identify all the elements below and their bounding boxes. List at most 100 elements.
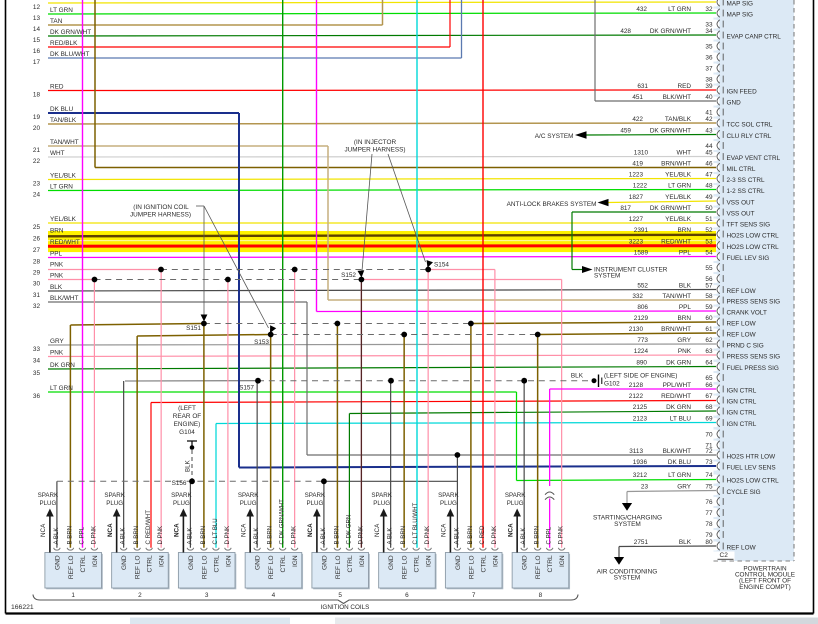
svg-text:BLK: BLK [571,373,584,380]
svg-text:32: 32 [33,303,41,310]
svg-text:75: 75 [705,484,713,491]
svg-text:NCA: NCA [240,523,247,537]
svg-text:IGN: IGN [226,555,233,567]
svg-text:S151: S151 [186,325,201,332]
svg-text:30: 30 [33,281,41,288]
svg-text:422: 422 [632,116,643,123]
svg-text:DK GRN: DK GRN [666,404,691,411]
svg-text:NCA: NCA [507,523,514,537]
svg-text:C PPL: C PPL [546,526,553,544]
svg-text:REF LOW: REF LOW [727,331,757,338]
svg-text:2128: 2128 [629,382,644,389]
svg-text:20: 20 [33,125,41,132]
svg-text:ENGINE): ENGINE) [174,421,201,428]
svg-text:STARTING/CHARGING: STARTING/CHARGING [593,515,662,522]
svg-text:BRN: BRN [678,227,692,234]
svg-text:IGN: IGN [359,555,366,567]
svg-text:46: 46 [705,161,713,168]
svg-text:D PNK: D PNK [90,526,97,545]
svg-text:REF LO: REF LO [402,555,409,579]
svg-text:CTRL: CTRL [547,555,554,573]
svg-text:332: 332 [632,293,643,300]
svg-text:CTRL: CTRL [481,555,488,573]
svg-text:(LEFT FRONT OF: (LEFT FRONT OF [739,578,791,585]
svg-text:TCC SOL CTRL: TCC SOL CTRL [727,121,773,128]
svg-text:FUEL LEV SIG: FUEL LEV SIG [727,255,770,262]
svg-text:31: 31 [705,0,713,2]
svg-text:2751: 2751 [634,539,649,546]
svg-text:3212: 3212 [633,472,648,479]
svg-text:3: 3 [205,592,209,599]
svg-text:72: 72 [705,448,713,455]
svg-text:CYCLE SIG: CYCLE SIG [727,489,761,496]
svg-text:TFT SENS SIG: TFT SENS SIG [727,221,771,228]
svg-text:HO2S LOW CTRL: HO2S LOW CTRL [727,477,780,484]
svg-text:PPL/WHT: PPL/WHT [663,382,692,389]
svg-text:37: 37 [705,66,713,73]
svg-text:FUEL LEV SENS: FUEL LEV SENS [727,464,776,471]
svg-text:42: 42 [705,116,713,123]
svg-text:LT GRN: LT GRN [668,183,691,190]
svg-text:49: 49 [705,194,713,201]
svg-text:REF LO: REF LO [202,555,209,579]
svg-text:LT GRN: LT GRN [50,184,73,191]
svg-text:A BLK: A BLK [387,528,394,545]
svg-text:ANTI-LOCK BRAKES SYSTEM: ANTI-LOCK BRAKES SYSTEM [507,201,597,208]
svg-text:806: 806 [637,304,648,311]
svg-text:40: 40 [705,94,713,101]
svg-text:IGN: IGN [493,555,500,567]
svg-text:C PPL: C PPL [78,526,85,544]
svg-text:IGN: IGN [426,555,433,567]
svg-text:23: 23 [641,484,649,491]
svg-text:RED/WHT: RED/WHT [661,393,691,400]
svg-text:REAR OF: REAR OF [173,413,202,420]
svg-text:773: 773 [637,337,648,344]
svg-text:PPL: PPL [679,250,692,257]
svg-text:451: 451 [632,94,643,101]
svg-text:166221: 166221 [11,604,34,611]
svg-text:EVAP VENT CTRL: EVAP VENT CTRL [727,155,781,162]
svg-text:A BLK: A BLK [320,528,327,545]
svg-text:1936: 1936 [633,459,648,466]
svg-text:1: 1 [71,592,75,599]
svg-text:1227: 1227 [629,216,644,223]
svg-text:2-3 SS CTRL: 2-3 SS CTRL [727,177,765,184]
svg-text:41: 41 [705,110,713,117]
svg-text:YEL/BLK: YEL/BLK [665,194,692,201]
svg-text:RED: RED [678,83,692,90]
svg-text:2125: 2125 [633,404,648,411]
svg-text:26: 26 [33,236,41,243]
svg-text:2129: 2129 [634,315,649,322]
svg-text:61: 61 [705,326,713,333]
svg-text:G104: G104 [179,429,195,436]
svg-text:38: 38 [705,77,713,84]
svg-text:70: 70 [705,432,713,439]
svg-text:D PNK: D PNK [291,526,298,545]
svg-text:SPARK: SPARK [505,492,526,499]
svg-text:890: 890 [636,360,647,367]
svg-text:PLUG: PLUG [173,500,190,507]
svg-text:G102: G102 [604,381,620,388]
svg-text:17: 17 [33,59,41,66]
svg-text:RED/WHT: RED/WHT [661,239,691,246]
svg-text:35: 35 [705,44,713,51]
svg-text:8: 8 [539,592,543,599]
svg-text:44: 44 [705,143,713,150]
svg-text:IGNITION COILS: IGNITION COILS [321,604,370,611]
svg-text:50: 50 [705,205,713,212]
svg-text:GND: GND [188,555,195,570]
svg-text:NCA: NCA [374,523,381,537]
svg-text:D PNK: D PNK [491,526,498,545]
svg-text:631: 631 [637,83,648,90]
svg-text:A BLK: A BLK [520,528,527,545]
svg-text:60: 60 [705,315,713,322]
svg-text:PNK: PNK [50,262,64,269]
svg-text:5: 5 [338,592,342,599]
svg-text:65: 65 [705,375,713,382]
svg-text:GND: GND [55,555,62,570]
svg-text:78: 78 [705,521,713,528]
svg-text:B BRN: B BRN [467,526,474,545]
svg-text:MIL CTRL: MIL CTRL [727,166,756,173]
svg-text:C LT BLU: C LT BLU [212,518,219,544]
svg-text:LT GRN: LT GRN [668,472,691,479]
